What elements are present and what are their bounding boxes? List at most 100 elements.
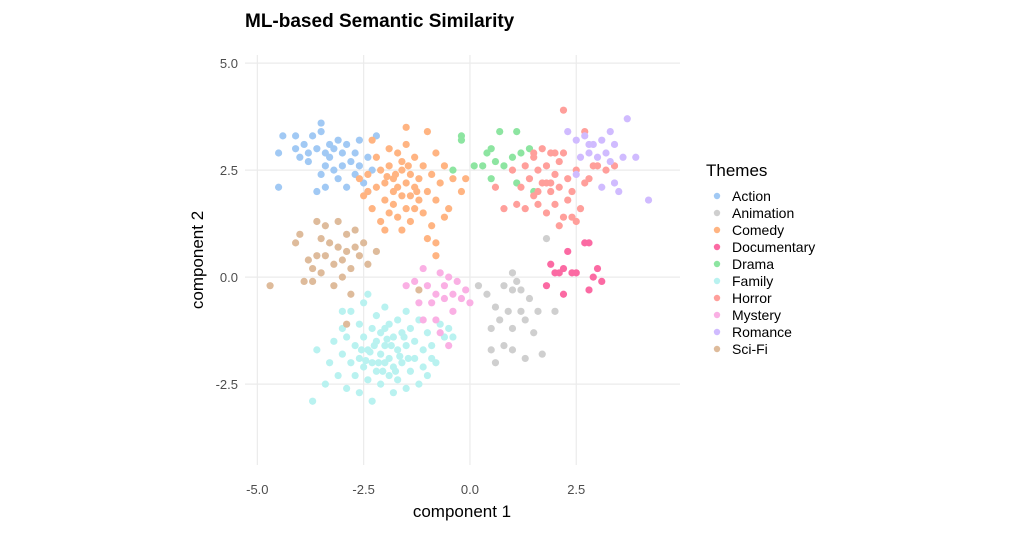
data-point [366, 348, 374, 356]
data-point [321, 252, 329, 260]
data-point [355, 389, 363, 397]
data-point [377, 217, 385, 226]
data-point [419, 209, 427, 217]
data-point [391, 367, 400, 375]
data-point [572, 269, 580, 277]
data-point [334, 175, 342, 183]
data-point [317, 119, 325, 127]
y-tick-label: -2.5 [216, 377, 238, 392]
data-point [394, 316, 402, 324]
data-point [309, 277, 317, 285]
data-point [576, 205, 585, 213]
data-point [423, 329, 432, 337]
data-point [411, 354, 419, 363]
data-point [402, 384, 410, 392]
data-point [436, 329, 444, 337]
data-point [304, 256, 312, 264]
data-point [474, 282, 483, 290]
series-animation [474, 235, 559, 367]
data-point [457, 136, 466, 144]
data-point [644, 196, 653, 204]
data-point [396, 352, 404, 360]
data-point [351, 371, 359, 380]
data-point [602, 166, 610, 174]
data-point [593, 264, 602, 273]
series-documentary [542, 239, 606, 298]
y-tick-label: 2.5 [220, 163, 238, 178]
data-point [504, 307, 512, 315]
x-axis-ticks: -5.0 -2.5 0.0 2.5 [246, 482, 585, 497]
data-point [419, 346, 427, 354]
data-point [555, 157, 563, 166]
data-point [428, 170, 436, 179]
data-point [542, 162, 551, 170]
data-point [440, 282, 449, 290]
series-sci-fi [266, 217, 423, 328]
data-point [457, 294, 466, 303]
data-point [508, 166, 517, 174]
data-point [355, 354, 363, 363]
legend-label: Family [732, 273, 773, 289]
data-point [343, 384, 351, 392]
data-point [593, 162, 602, 170]
data-point [360, 239, 368, 247]
data-point [355, 136, 363, 144]
data-point [564, 175, 572, 183]
data-point [370, 341, 378, 350]
legend-key [713, 277, 721, 285]
data-point [377, 166, 385, 174]
data-point [551, 307, 559, 315]
chart-title: ML-based Semantic Similarity [245, 11, 515, 32]
data-point [598, 183, 606, 191]
data-point [364, 153, 372, 161]
data-point [440, 294, 449, 303]
data-point [347, 290, 355, 298]
data-point [317, 235, 325, 243]
data-point [534, 307, 542, 315]
legend-key [713, 226, 721, 234]
data-point [598, 136, 606, 144]
data-point [330, 282, 338, 290]
data-point [338, 162, 346, 170]
data-point [521, 316, 529, 324]
data-point [317, 128, 325, 136]
data-point [449, 290, 457, 298]
data-point [317, 170, 325, 179]
data-point [364, 170, 372, 179]
data-point [491, 183, 500, 191]
data-point [274, 183, 283, 191]
data-point [623, 115, 631, 123]
data-point [404, 354, 412, 363]
data-point [351, 226, 359, 234]
data-point [313, 187, 321, 196]
data-point [487, 346, 495, 354]
data-point [419, 162, 427, 170]
data-point [500, 162, 508, 170]
data-point [449, 166, 457, 174]
data-point [432, 359, 440, 367]
data-point [411, 337, 419, 345]
data-point [538, 350, 546, 358]
data-point [394, 183, 402, 191]
data-point [347, 359, 355, 367]
data-point [415, 175, 423, 183]
data-point [313, 217, 321, 226]
data-point [479, 162, 487, 170]
data-point [432, 149, 440, 157]
legend-key [713, 260, 721, 268]
data-point [508, 286, 517, 294]
data-point [487, 175, 495, 183]
data-point [389, 389, 398, 397]
data-point [313, 252, 321, 260]
data-point [559, 149, 568, 157]
data-point [326, 239, 334, 247]
data-point [428, 341, 436, 350]
data-point [379, 367, 387, 375]
data-point [300, 277, 308, 285]
data-point [404, 162, 412, 170]
data-point [487, 145, 495, 153]
data-point [334, 136, 342, 144]
data-point [364, 290, 372, 298]
data-point [428, 299, 436, 307]
data-point [615, 187, 623, 196]
